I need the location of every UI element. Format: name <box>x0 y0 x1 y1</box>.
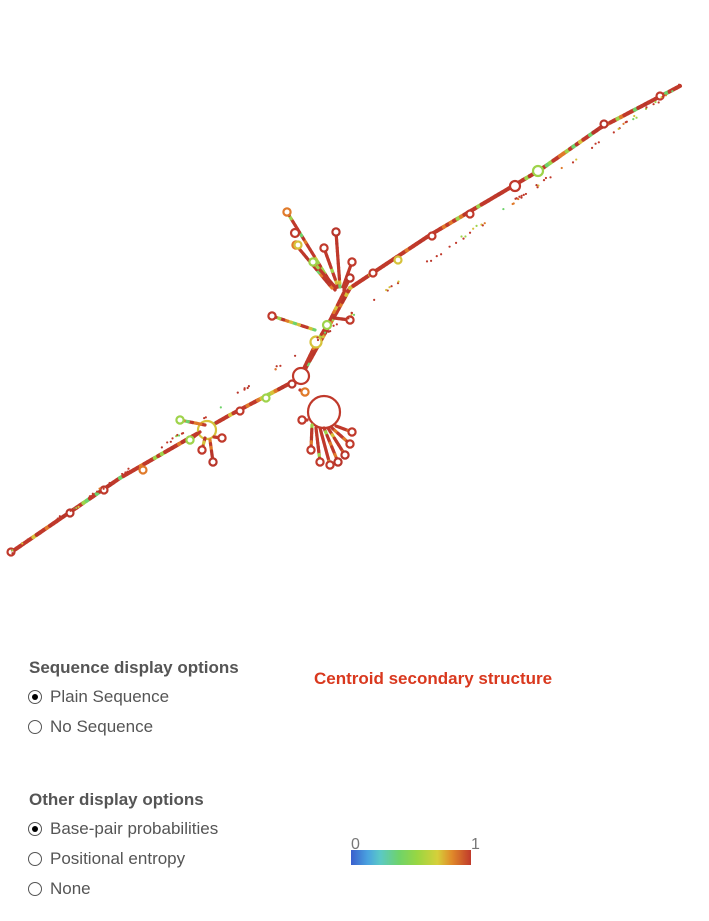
none-radio[interactable]: None <box>28 878 91 900</box>
positional-entropy-radio[interactable]: Positional entropy <box>28 848 185 870</box>
sequence-options-title: Sequence display options <box>29 658 239 677</box>
positional-entropy-label: Positional entropy <box>50 849 186 868</box>
radio-checked-icon[interactable] <box>28 690 42 704</box>
scale-max-label: 1 <box>471 836 480 853</box>
plain-sequence-radio[interactable]: Plain Sequence <box>28 686 169 708</box>
base-pair-probabilities-radio[interactable]: Base-pair probabilities <box>28 818 218 840</box>
none-label: None <box>50 879 91 898</box>
rna-structure-plot <box>6 83 682 557</box>
other-options-title: Other display options <box>29 790 204 809</box>
radio-checked-icon[interactable] <box>28 822 42 836</box>
radio-unchecked-icon[interactable] <box>28 852 42 866</box>
structure-title: Centroid secondary structure <box>314 669 553 688</box>
no-sequence-label: No Sequence <box>50 717 154 736</box>
base-pair-probabilities-label: Base-pair probabilities <box>50 819 219 838</box>
radio-unchecked-icon[interactable] <box>28 882 42 896</box>
radio-unchecked-icon[interactable] <box>28 720 42 734</box>
probability-color-scale <box>351 850 471 865</box>
no-sequence-radio[interactable]: No Sequence <box>28 716 153 738</box>
scale-min-label: 0 <box>351 836 360 853</box>
plain-sequence-label: Plain Sequence <box>50 687 170 706</box>
